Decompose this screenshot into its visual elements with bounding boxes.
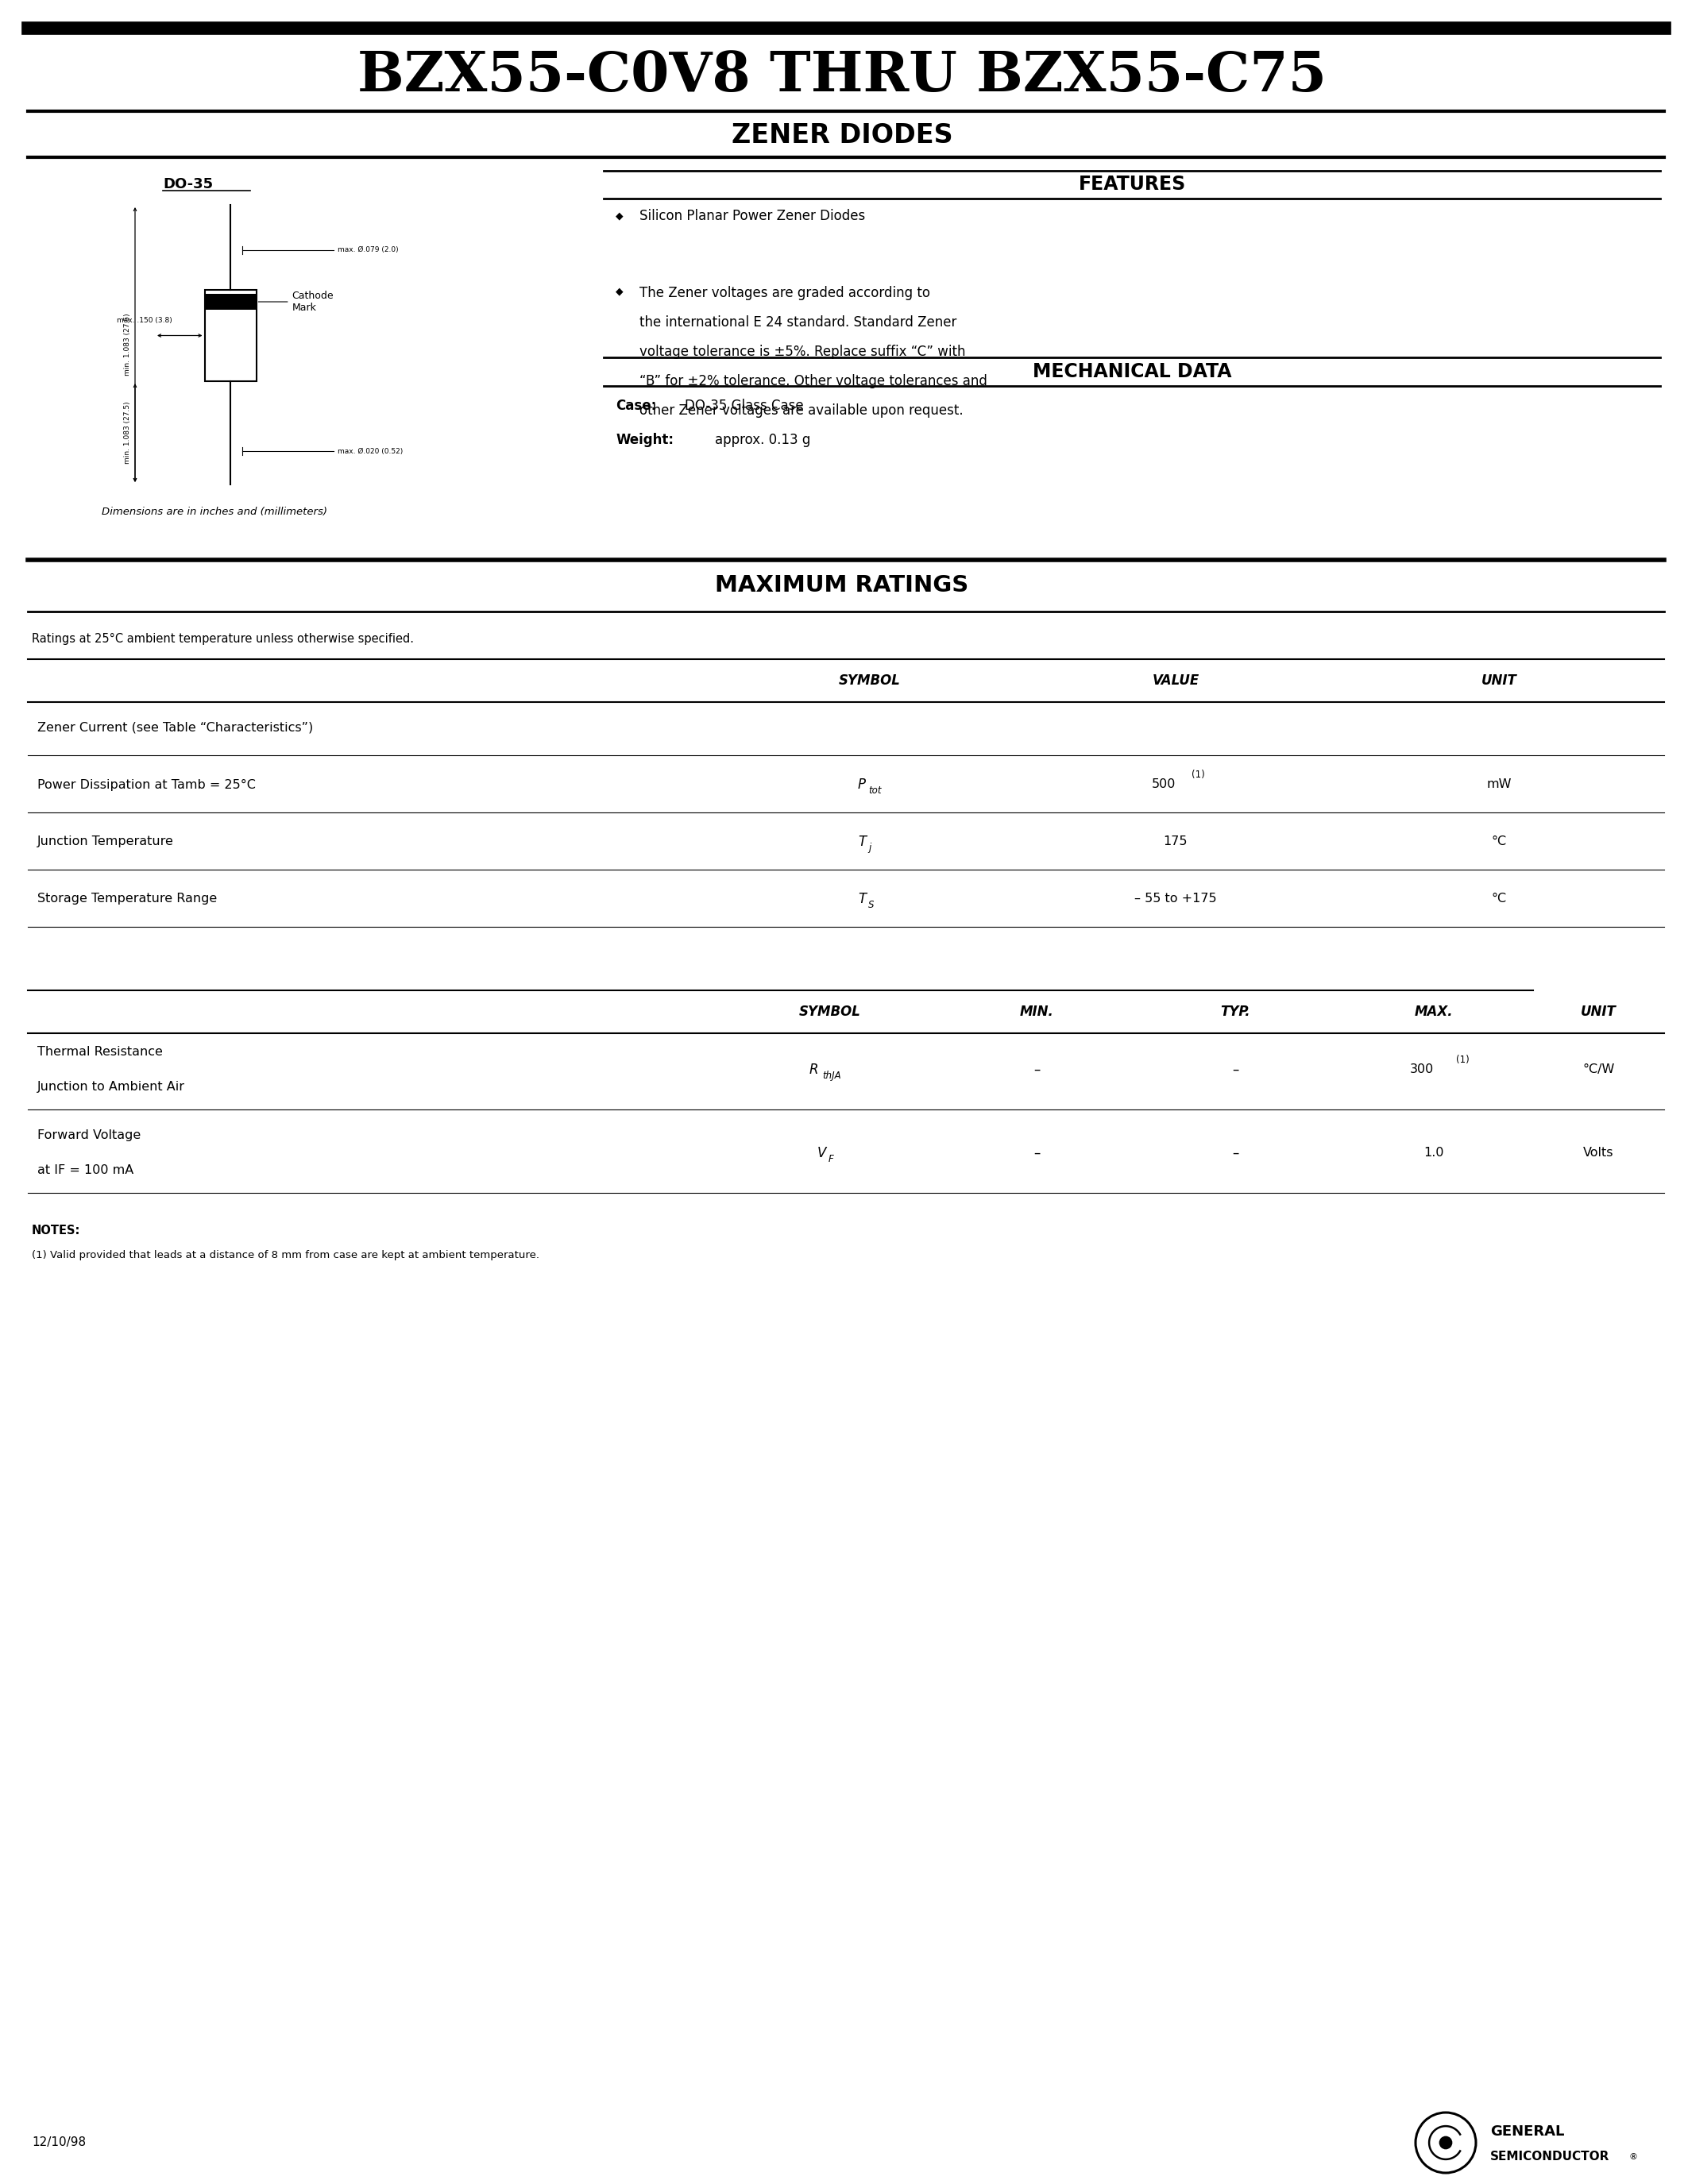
Text: Silicon Planar Power Zener Diodes: Silicon Planar Power Zener Diodes [640,210,866,223]
Text: Storage Temperature Range: Storage Temperature Range [37,893,218,904]
Text: approx. 0.13 g: approx. 0.13 g [716,432,810,448]
Text: min. 1.083 (27.5): min. 1.083 (27.5) [123,314,130,376]
Text: (1): (1) [1457,1055,1469,1066]
Text: ZENER DIODES: ZENER DIODES [731,122,952,149]
Text: DO-35: DO-35 [162,177,213,192]
Text: SYMBOL: SYMBOL [798,1005,861,1020]
Text: voltage tolerance is ±5%. Replace suffix “C” with: voltage tolerance is ±5%. Replace suffix… [640,345,966,358]
Text: Junction to Ambient Air: Junction to Ambient Air [37,1081,186,1094]
Text: °C: °C [1492,893,1507,904]
Text: Power Dissipation at Tamb = 25°C: Power Dissipation at Tamb = 25°C [37,780,255,791]
Text: MAXIMUM RATINGS: MAXIMUM RATINGS [716,574,969,596]
Text: R: R [809,1064,819,1077]
Text: ◆: ◆ [616,212,623,221]
Text: 175: 175 [1163,836,1188,847]
Text: mW: mW [1487,780,1512,791]
Text: (1) Valid provided that leads at a distance of 8 mm from case are kept at ambien: (1) Valid provided that leads at a dista… [32,1249,540,1260]
Text: 300: 300 [1409,1064,1433,1077]
Text: T: T [858,891,866,906]
Text: ◆: ◆ [616,286,623,297]
Text: 12/10/98: 12/10/98 [32,2136,86,2149]
Text: min. 1.083 (27.5): min. 1.083 (27.5) [123,402,130,463]
Text: ®: ® [1629,2153,1637,2160]
Circle shape [1440,2136,1452,2149]
Text: – 55 to +175: – 55 to +175 [1134,893,1217,904]
Text: tot: tot [868,786,881,797]
Text: NOTES:: NOTES: [32,1225,81,1236]
Text: –: – [1232,1147,1239,1160]
Text: VALUE: VALUE [1153,673,1198,688]
Text: Zener Current (see Table “Characteristics”): Zener Current (see Table “Characteristic… [37,721,314,734]
Text: FEATURES: FEATURES [1079,175,1185,194]
Text: UNIT: UNIT [1580,1005,1617,1020]
Text: UNIT: UNIT [1482,673,1518,688]
Text: °C: °C [1492,836,1507,847]
Text: –: – [1033,1147,1040,1160]
Text: other Zener voltages are available upon request.: other Zener voltages are available upon … [640,404,964,417]
Text: thJA: thJA [822,1070,841,1081]
Text: MIN.: MIN. [1020,1005,1053,1020]
Text: max. Ø.020 (0.52): max. Ø.020 (0.52) [338,448,403,454]
Text: V: V [817,1147,825,1160]
Text: Weight:: Weight: [616,432,674,448]
Text: Volts: Volts [1583,1147,1614,1160]
Text: Dimensions are in inches and (millimeters): Dimensions are in inches and (millimeter… [101,507,327,518]
Text: 500: 500 [1151,780,1177,791]
Text: max. Ø.079 (2.0): max. Ø.079 (2.0) [338,247,398,253]
Bar [204,295,257,310]
Text: BZX55-C0V8 THRU BZX55-C75: BZX55-C0V8 THRU BZX55-C75 [358,48,1327,103]
Text: P: P [858,778,866,793]
Text: “B” for ±2% tolerance. Other voltage tolerances and: “B” for ±2% tolerance. Other voltage tol… [640,373,987,389]
Text: Thermal Resistance: Thermal Resistance [37,1046,162,1059]
Text: TYP.: TYP. [1220,1005,1251,1020]
Text: at IF = 100 mA: at IF = 100 mA [37,1164,133,1177]
Text: –: – [1033,1064,1040,1077]
Text: F: F [829,1155,834,1164]
Text: the international E 24 standard. Standard Zener: the international E 24 standard. Standar… [640,314,957,330]
Text: °C/W: °C/W [1583,1064,1615,1077]
Bar [204,290,257,382]
Text: 1.0: 1.0 [1423,1147,1443,1160]
Text: DO-35 Glass Case: DO-35 Glass Case [685,400,803,413]
Text: –: – [1232,1064,1239,1077]
Text: Ratings at 25°C ambient temperature unless otherwise specified.: Ratings at 25°C ambient temperature unle… [32,633,414,644]
Text: GENERAL: GENERAL [1491,2125,1565,2138]
Text: Cathode
Mark: Cathode Mark [258,290,334,312]
Text: j: j [868,843,871,854]
Text: Case:: Case: [616,400,657,413]
Text: (1): (1) [1192,771,1205,780]
Text: The Zener voltages are graded according to: The Zener voltages are graded according … [640,286,930,299]
Text: S: S [868,900,874,911]
Text: Junction Temperature: Junction Temperature [37,836,174,847]
Text: MAX.: MAX. [1415,1005,1453,1020]
Text: Forward Voltage: Forward Voltage [37,1129,140,1142]
Text: SYMBOL: SYMBOL [839,673,901,688]
Text: SEMICONDUCTOR: SEMICONDUCTOR [1491,2151,1610,2162]
Text: max. .150 (3.8): max. .150 (3.8) [116,317,172,323]
Text: T: T [858,834,866,850]
Text: MECHANICAL DATA: MECHANICAL DATA [1033,363,1232,382]
